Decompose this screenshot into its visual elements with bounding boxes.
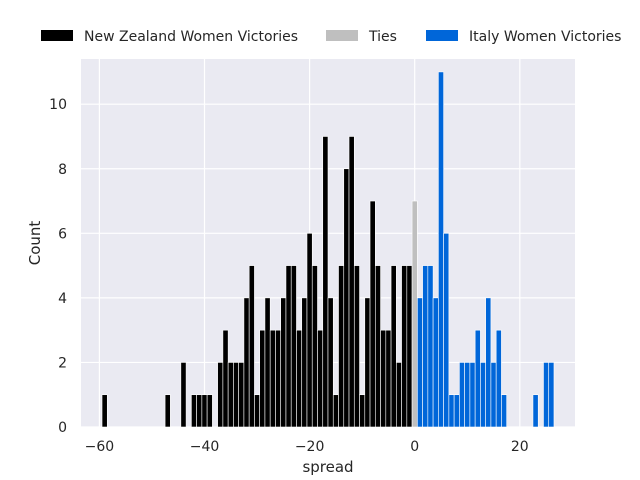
y-tick-label: 0 [58,420,67,436]
y-tick-label: 6 [58,226,67,242]
histogram-bar [480,362,486,428]
legend-label: New Zealand Women Victories [84,29,298,45]
histogram-bar [311,265,318,428]
histogram-bar [422,265,429,428]
x-tick-label: −40 [190,439,220,455]
legend: New Zealand Women Victories Ties Italy Wom… [41,29,621,45]
y-tick-label: 8 [58,162,67,178]
histogram-bar [296,329,303,428]
histogram-bar [485,297,492,428]
histogram-bar [275,329,282,428]
histogram-bar [317,329,324,428]
histogram-bar [380,329,387,428]
bars [101,71,555,428]
histogram-bar [217,362,224,428]
legend-label: Ties [368,29,397,45]
histogram-bar [233,362,239,428]
histogram-bar [401,265,408,428]
histogram-bar [469,362,476,428]
histogram-bar [248,265,255,428]
histogram-bar [259,329,266,428]
histogram-bar [532,394,539,428]
histogram-bar [290,265,297,428]
histogram-bar [374,265,381,428]
legend-swatch [426,30,458,41]
histogram-bar [301,297,308,428]
histogram-bar [353,265,360,428]
histogram-bar [338,265,345,428]
histogram-bar [243,297,250,428]
histogram-bar [438,71,444,428]
histogram-bar [206,394,213,428]
y-tick-label: 2 [58,355,67,371]
y-tick-label: 4 [58,291,67,307]
histogram-bar [490,362,497,428]
histogram-bar [327,297,334,428]
x-tick-label: −20 [295,439,325,455]
histogram-bar [548,362,555,428]
histogram-bar [269,329,276,428]
histogram-bar [285,265,292,428]
histogram-bar [385,329,392,428]
legend-label: Italy Women Victories [469,29,621,45]
x-axis-ticks: −60 −40 −20 0 20 [85,439,529,455]
y-axis-ticks: 0 2 4 6 8 10 [49,97,67,436]
histogram-bar [191,394,197,428]
histogram-bar [390,265,397,428]
legend-swatch [41,30,73,41]
x-tick-label: 20 [511,439,529,455]
histogram-bar [238,362,245,428]
histogram-bar [459,362,465,428]
y-axis-label: Count [26,221,44,266]
histogram-bar [254,394,260,428]
legend-swatch [326,30,358,41]
histogram-bar [180,362,187,428]
histogram-bar [227,362,234,428]
histogram-bar [411,200,418,428]
y-tick-label: 10 [49,97,67,113]
x-axis-label: spread [302,458,353,476]
histogram-bar [427,265,434,428]
histogram-bar [501,394,507,428]
histogram-bar [432,297,439,428]
histogram-bar [164,394,171,428]
histogram-bar [343,168,350,428]
histogram-bar [396,362,402,428]
histogram-bar [448,394,455,428]
histogram-bar [495,329,502,428]
histogram-bar [464,362,471,428]
histogram-bar [196,394,203,428]
histogram-bar [417,297,423,428]
histogram-bar [222,329,229,428]
x-tick-label: 0 [410,439,419,455]
histogram-bar [453,394,460,428]
histogram-bar [474,329,481,428]
histogram-bar [332,394,339,428]
histogram-bar [264,297,271,428]
histogram-bar [364,297,371,428]
histogram-bar [359,394,366,428]
histogram-bar [348,136,355,428]
histogram-bar [443,233,450,428]
histogram-bar [543,362,550,428]
histogram-bar [322,136,329,428]
x-tick-label: −60 [85,439,115,455]
histogram-bar [369,200,376,428]
histogram-bar [406,265,413,428]
histogram-bar [201,394,208,428]
histogram-bar [280,297,287,428]
histogram-bar [101,394,108,428]
histogram-bar [306,233,313,428]
